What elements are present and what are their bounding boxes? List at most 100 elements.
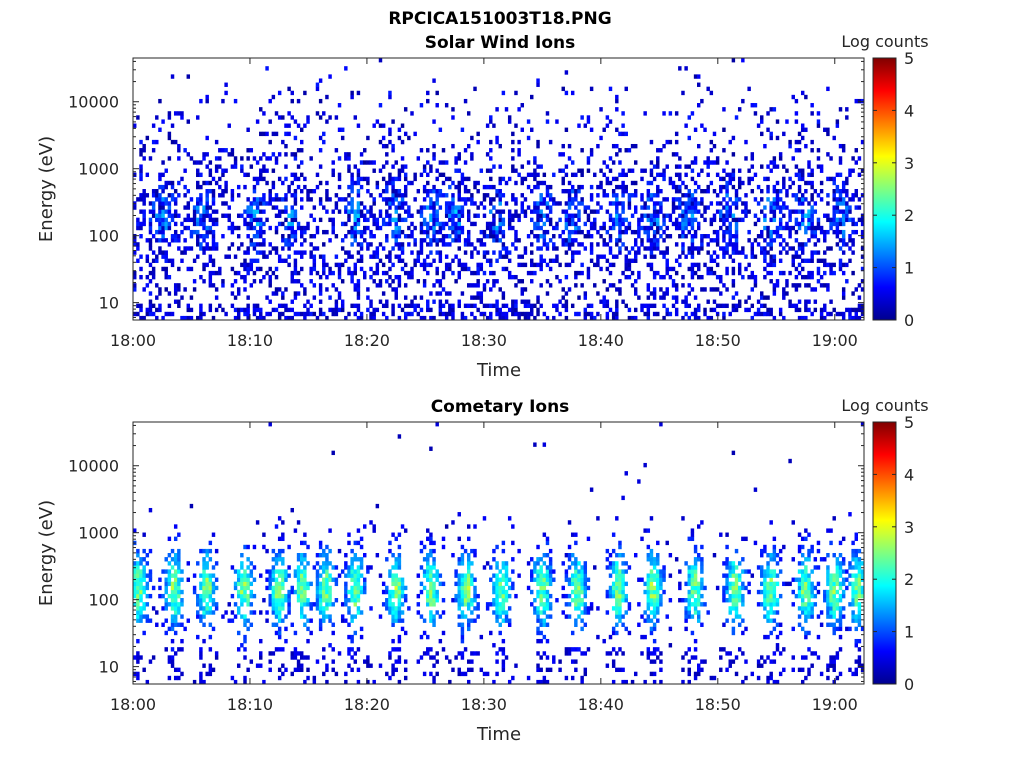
heatmap-cell [347, 164, 351, 169]
heatmap-cell [618, 172, 622, 178]
heatmap-cell [337, 197, 342, 202]
heatmap-cell [482, 516, 487, 521]
heatmap-cell [300, 651, 304, 656]
heatmap-cell [300, 540, 304, 546]
heatmap-cell [274, 593, 279, 599]
heatmap-cell [246, 602, 250, 607]
heatmap-cell [498, 581, 502, 587]
heatmap-cell [734, 115, 739, 120]
heatmap-cell [451, 667, 455, 673]
heatmap-cell [772, 315, 777, 321]
heatmap-cell [397, 659, 402, 664]
heatmap-cell [290, 270, 294, 276]
heatmap-cell [432, 315, 436, 321]
heatmap-cell [734, 205, 739, 210]
heatmap-cell [530, 577, 534, 582]
heatmap-cell [233, 581, 238, 587]
heatmap-cell [466, 667, 471, 673]
heatmap-cell [637, 270, 641, 276]
heatmap-cell [189, 307, 194, 313]
heatmap-cell [656, 217, 660, 223]
heatmap-cell [277, 176, 282, 182]
heatmap-cell [350, 274, 354, 280]
heatmap-cell [161, 221, 165, 227]
heatmap-cell [602, 225, 606, 231]
heatmap-cell [763, 143, 767, 149]
heatmap-cell [728, 225, 732, 231]
heatmap-cell [835, 234, 840, 239]
heatmap-cell [173, 197, 178, 202]
heatmap-cell [167, 205, 172, 210]
heatmap-cell [662, 172, 666, 178]
heatmap-cell [391, 197, 395, 202]
heatmap-cell [413, 238, 417, 243]
heatmap-cell [671, 303, 676, 309]
heatmap-cell [637, 274, 641, 280]
heatmap-cell [460, 614, 465, 619]
heatmap-cell [246, 295, 250, 300]
heatmap-cell [697, 82, 701, 87]
heatmap-cell [536, 217, 540, 223]
heatmap-cell [142, 221, 146, 227]
heatmap-cell [340, 618, 345, 623]
heatmap-cell [441, 225, 446, 231]
heatmap-cell [848, 307, 852, 313]
heatmap-cell [760, 311, 764, 317]
heatmap-cell [202, 565, 206, 570]
heatmap-cell [300, 242, 304, 247]
heatmap-cell [498, 176, 502, 182]
heatmap-cell [296, 589, 301, 595]
heatmap-cell [473, 553, 477, 558]
heatmap-cell [835, 119, 840, 124]
heatmap-cell [186, 205, 191, 210]
heatmap-cell [574, 172, 578, 178]
heatmap-cell [460, 553, 465, 558]
heatmap-cell [300, 577, 304, 582]
heatmap-cell [356, 295, 361, 300]
heatmap-cell [731, 295, 736, 300]
heatmap-cell [243, 266, 247, 272]
heatmap-cell [778, 189, 783, 194]
heatmap-cell [211, 217, 216, 223]
heatmap-cell [561, 180, 565, 186]
heatmap-cell [328, 197, 332, 202]
heatmap-cell [841, 229, 846, 235]
heatmap-cell [400, 258, 405, 263]
heatmap-cell [246, 598, 250, 603]
heatmap-cell [570, 197, 575, 202]
heatmap-cell [476, 307, 480, 313]
heatmap-cell [397, 606, 402, 611]
heatmap-cell [750, 152, 755, 157]
heatmap-cell [271, 205, 276, 210]
heatmap-cell [501, 303, 506, 309]
heatmap-cell [734, 189, 739, 194]
heatmap-cell [306, 655, 310, 660]
heatmap-cell [350, 593, 354, 599]
heatmap-cell [574, 250, 578, 255]
heatmap-cell [391, 307, 395, 313]
heatmap-cell [230, 229, 235, 235]
heatmap-cell [202, 614, 206, 619]
heatmap-cell [788, 234, 792, 239]
heatmap-cell [728, 229, 732, 235]
heatmap-cell [848, 234, 852, 239]
heatmap-cell [785, 168, 789, 173]
heatmap-cell [221, 148, 225, 153]
heatmap-cell [189, 295, 194, 300]
heatmap-cell [381, 602, 386, 607]
heatmap-cell [633, 180, 638, 186]
heatmap-cell [463, 598, 468, 603]
heatmap-cell [829, 270, 833, 276]
heatmap-cell [835, 217, 840, 223]
heatmap-cell [403, 131, 408, 137]
heatmap-cell [501, 638, 506, 644]
heatmap-cell [400, 266, 405, 272]
heatmap-cell [700, 98, 704, 104]
heatmap-cell [684, 299, 688, 304]
heatmap-cell [246, 573, 250, 578]
heatmap-cell [523, 250, 528, 255]
heatmap-cell [444, 299, 449, 304]
heatmap-cell [829, 176, 833, 182]
heatmap-cell [211, 598, 216, 603]
heatmap-cell [719, 189, 723, 194]
